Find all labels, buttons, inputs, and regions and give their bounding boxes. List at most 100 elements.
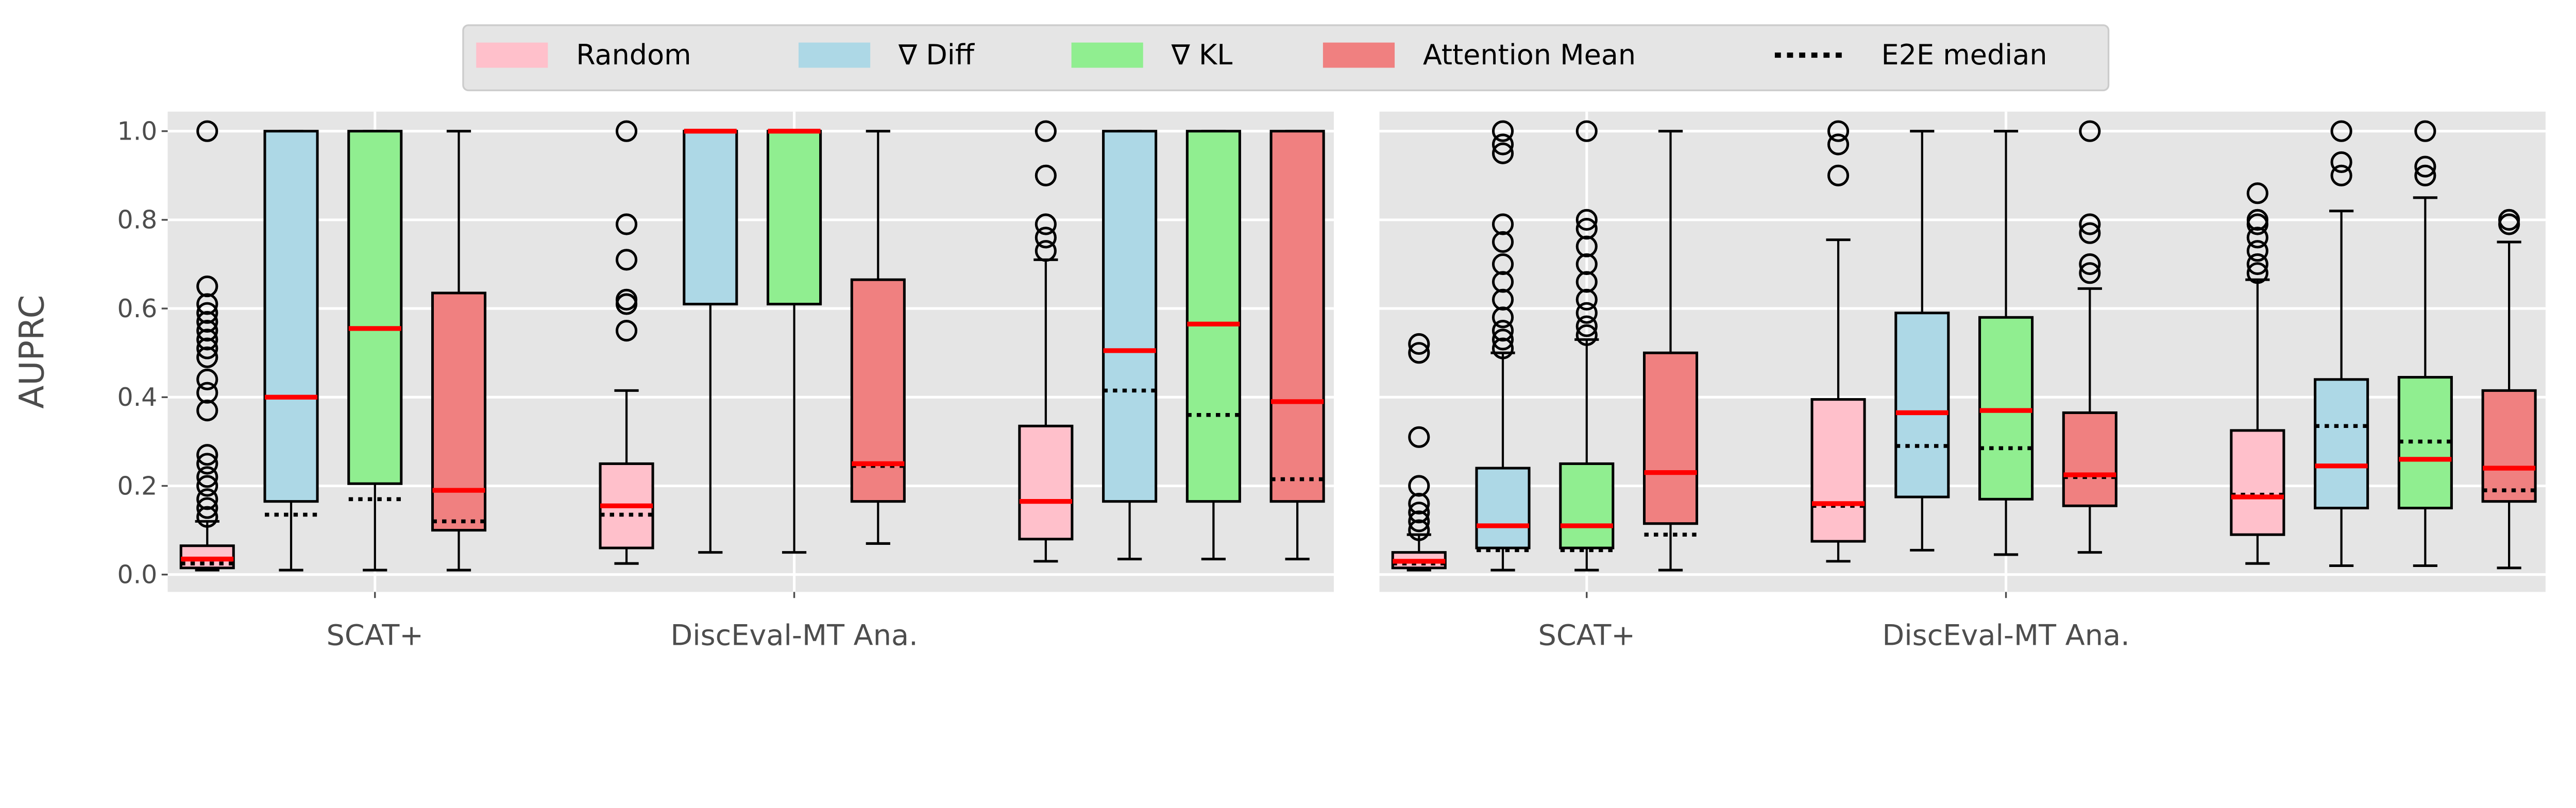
- y-tick-label: 0.0: [117, 560, 157, 590]
- outlier-point: [615, 288, 638, 311]
- box-iqr: [2230, 429, 2285, 536]
- outlier-point: [2414, 120, 2436, 142]
- box-diff: [683, 129, 738, 554]
- outlier-point: [1492, 288, 1514, 311]
- box-iqr: [850, 278, 906, 503]
- y-tick-label: 1.0: [117, 117, 157, 146]
- outlier-point: [1492, 213, 1514, 235]
- outlier-point: [2079, 120, 2101, 142]
- outlier-point: [196, 497, 218, 519]
- outlier-point: [1408, 475, 1430, 497]
- box-iqr: [1559, 462, 1615, 549]
- box-random: [1810, 120, 1866, 563]
- box-iqr: [767, 130, 822, 306]
- outlier-point: [2330, 120, 2352, 142]
- outlier-point: [196, 382, 218, 404]
- box-iqr: [1894, 312, 1950, 498]
- x-tick-label: DiscEval-MT Ana.: [670, 618, 918, 652]
- outlier-point: [1575, 235, 1598, 257]
- box-kl: [2397, 120, 2453, 568]
- outlier-point: [1492, 306, 1514, 329]
- outlier-point: [1492, 320, 1514, 342]
- y-tick-label: 0.6: [117, 294, 157, 323]
- box-iqr: [683, 130, 738, 306]
- x-tick-label: DiscEval-MT Ana.: [1882, 618, 2129, 652]
- box-random: [2230, 182, 2285, 565]
- outlier-point: [2079, 253, 2101, 276]
- box-iqr: [2481, 389, 2537, 503]
- box-diff: [2314, 120, 2369, 568]
- outlier-point: [1575, 218, 1598, 240]
- box-kl: [1185, 130, 1241, 561]
- outlier-point: [1035, 120, 1057, 142]
- box-iqr: [1269, 130, 1325, 503]
- outlier-point: [1827, 164, 1850, 186]
- outlier-point: [2079, 213, 2101, 235]
- box-diff: [1894, 130, 1950, 552]
- box-iqr: [1185, 130, 1241, 503]
- outlier-point: [1575, 253, 1598, 276]
- outlier-point: [1408, 519, 1430, 541]
- outlier-point: [196, 329, 218, 351]
- box-random: [599, 120, 654, 565]
- box-diff: [263, 130, 319, 572]
- outlier-point: [2246, 262, 2268, 284]
- outlier-point: [1492, 337, 1514, 359]
- box-iqr: [1475, 467, 1531, 549]
- outlier-point: [196, 346, 218, 368]
- outlier-point: [1035, 240, 1057, 262]
- box-kl: [347, 130, 403, 572]
- box-iqr: [1102, 130, 1158, 503]
- outlier-point: [2079, 222, 2101, 244]
- outlier-point: [196, 488, 218, 510]
- plot-background: [167, 111, 1334, 592]
- outlier-point: [1492, 142, 1514, 164]
- outlier-point: [2246, 182, 2268, 204]
- box-attentionmean: [1269, 130, 1325, 561]
- outlier-point: [1408, 342, 1430, 364]
- outlier-point: [2330, 164, 2352, 186]
- outlier-point: [2330, 151, 2352, 174]
- outlier-point: [196, 337, 218, 359]
- outlier-point: [1492, 271, 1514, 293]
- outlier-point: [1035, 213, 1057, 235]
- outlier-point: [1575, 315, 1598, 337]
- box-iqr: [347, 130, 403, 485]
- x-tick-label: SCAT+: [327, 618, 424, 652]
- outlier-point: [1408, 333, 1430, 355]
- box-attentionmean: [431, 130, 487, 572]
- x-tick-label: SCAT+: [1538, 618, 1636, 652]
- outlier-point: [1492, 133, 1514, 156]
- box-iqr: [1810, 398, 1866, 543]
- box-random: [179, 120, 235, 572]
- box-kl: [1978, 130, 2034, 556]
- outlier-point: [2498, 209, 2520, 231]
- box-attentionmean: [1642, 130, 1699, 572]
- box-attentionmean: [2062, 120, 2117, 554]
- outlier-point: [196, 275, 218, 298]
- panel-2: SCAT+ DiscEval-MT Ana.: [1379, 111, 2546, 652]
- legend-swatch: [1071, 42, 1143, 68]
- outlier-point: [2246, 209, 2268, 231]
- outlier-point: [2246, 240, 2268, 262]
- outlier-point: [1035, 164, 1057, 186]
- plot-background: [1379, 111, 2546, 592]
- outlier-point: [196, 400, 218, 422]
- box-iqr: [2062, 411, 2117, 507]
- outlier-point: [196, 293, 218, 315]
- outlier-point: [196, 320, 218, 342]
- outlier-point: [1492, 231, 1514, 253]
- outlier-point: [2246, 227, 2268, 249]
- auprc-box-chart: Random ∇ Diff ∇ KL Attention Mean E2E median…: [12, 24, 2546, 652]
- legend-swatch: [1323, 42, 1395, 68]
- outlier-point: [1575, 324, 1598, 346]
- outlier-point: [1575, 209, 1598, 231]
- box-attentionmean: [850, 130, 906, 545]
- outlier-point: [1827, 133, 1850, 156]
- outlier-point: [196, 302, 218, 324]
- outlier-point: [196, 368, 218, 390]
- outlier-point: [2414, 156, 2436, 178]
- outlier-point: [2246, 253, 2268, 276]
- outlier-point: [1827, 120, 1850, 142]
- outlier-point: [196, 475, 218, 497]
